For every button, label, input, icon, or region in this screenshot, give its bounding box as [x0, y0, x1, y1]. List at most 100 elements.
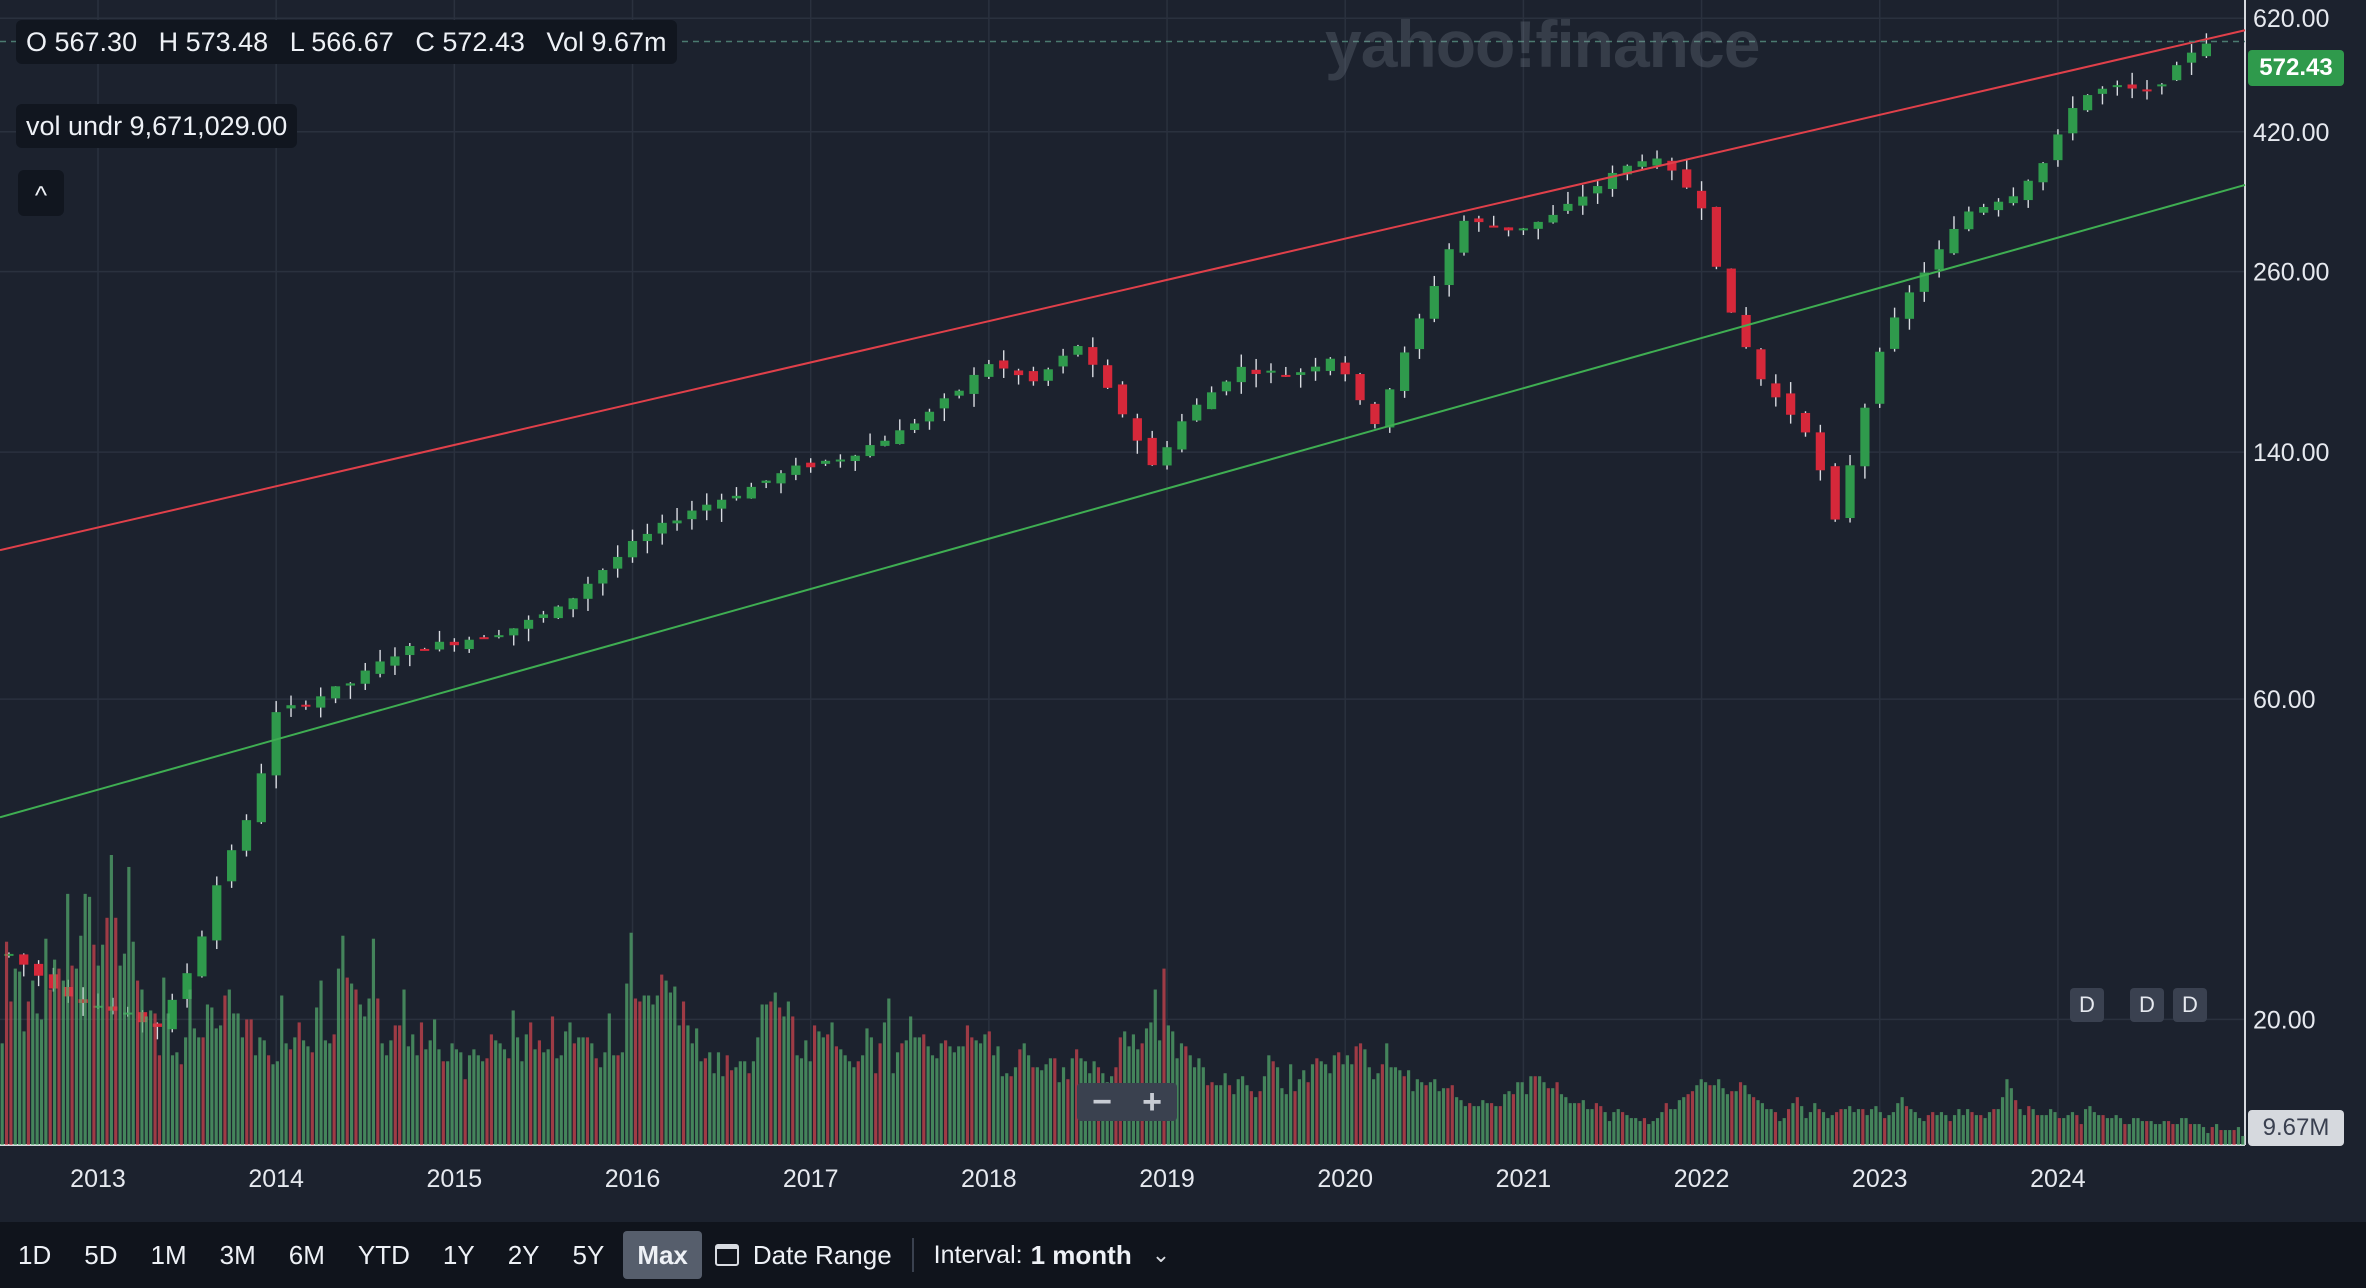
open-value: O 567.30 [26, 27, 138, 57]
volume-bar [345, 977, 349, 1145]
price-chart[interactable]: 620.00 420.00 260.00 140.00 60.00 20.00 2013 20… [0, 0, 2366, 1222]
date-range-button[interactable]: Date Range [714, 1240, 892, 1271]
range-button-3m[interactable]: 3M [219, 1240, 256, 1270]
candle-body [553, 606, 563, 619]
volume-bar [1813, 1103, 1817, 1145]
dividend-badge[interactable]: D [2070, 988, 2104, 1022]
volume-bar [799, 1058, 804, 1145]
candle-body [1622, 165, 1632, 175]
volume-bar [1428, 1082, 1433, 1145]
volume-bar [900, 1043, 904, 1145]
volume-bar [258, 1037, 262, 1145]
volume-bar [227, 989, 231, 1145]
volume-bar [1987, 1112, 1992, 1145]
volume-bar [376, 998, 380, 1145]
volume-bar [1192, 1067, 1197, 1145]
candle-body [1489, 225, 1499, 228]
volume-bar [2018, 1109, 2022, 1145]
low-value: L 566.67 [289, 27, 394, 57]
volume-bar [2049, 1109, 2053, 1145]
volume-bar [978, 1043, 983, 1145]
volume-bar [450, 1043, 454, 1145]
dividend-badge[interactable]: D [2173, 988, 2207, 1022]
candle-body [2127, 84, 2137, 89]
candle-body [1310, 366, 1321, 372]
volume-bar [738, 1061, 742, 1145]
range-button-1m[interactable]: 1M [150, 1240, 187, 1270]
candle-body [1132, 418, 1142, 441]
range-button-5d[interactable]: 5D [84, 1240, 118, 1270]
volume-bar [336, 968, 341, 1145]
volume-bar [135, 980, 140, 1145]
candle-body [1429, 286, 1439, 319]
zoom-in-button[interactable]: + [1142, 1083, 1162, 1121]
volume-bar [559, 1055, 563, 1145]
volume-bar [878, 1043, 882, 1145]
volume-bar [2236, 1127, 2241, 1145]
candle-body [330, 686, 341, 699]
volume-bar [350, 983, 354, 1145]
volume-bar [2219, 1130, 2223, 1145]
volume-bar [1018, 1049, 1022, 1145]
volume-bar [114, 917, 118, 1145]
volume-bar [2035, 1115, 2040, 1145]
volume-bar [734, 1067, 738, 1145]
volume-bar [612, 1055, 616, 1145]
volume-bar [1747, 1094, 1751, 1145]
volume-bar [157, 1055, 162, 1145]
volume-bar [1459, 1100, 1463, 1145]
volume-bar [1489, 1103, 1494, 1145]
volume-bar [306, 1046, 310, 1145]
volume-bar [1817, 1109, 1821, 1145]
volume-bar [1992, 1109, 1996, 1145]
candle-body [910, 423, 920, 430]
collapse-legend-button[interactable]: ^ [18, 170, 64, 216]
range-button-max[interactable]: Max [623, 1231, 702, 1279]
volume-bar [481, 1061, 485, 1145]
volume-bar [1005, 1073, 1009, 1145]
candle-body [717, 499, 727, 509]
volume-bar [1939, 1112, 1944, 1145]
volume-bar [2105, 1118, 2110, 1145]
volume-bar [122, 953, 127, 1145]
y-tick-label: 620.00 [2253, 5, 2329, 33]
volume-bar [1800, 1106, 1804, 1145]
x-tick-label: 2020 [1317, 1165, 1373, 1193]
candle-body [1028, 371, 1039, 382]
candle-body [227, 850, 237, 882]
volume-bar [13, 968, 17, 1145]
zoom-out-button[interactable]: − [1092, 1083, 1112, 1121]
volume-bar [31, 980, 35, 1145]
interval-select[interactable]: 1 month [1030, 1239, 1132, 1270]
volume-bar [760, 1004, 764, 1145]
range-button-5y[interactable]: 5Y [572, 1240, 605, 1270]
volume-bar [1577, 1103, 1581, 1145]
candle-body [1370, 403, 1380, 425]
range-button-2y[interactable]: 2Y [507, 1240, 540, 1270]
volume-bar [393, 1025, 397, 1145]
chevron-down-icon[interactable]: ⌄ [1151, 1242, 1171, 1267]
volume-bar [1227, 1085, 1232, 1145]
candle-body [434, 641, 445, 650]
volume-bar [647, 995, 651, 1145]
candle-body [583, 583, 593, 599]
range-button-1y[interactable]: 1Y [442, 1240, 475, 1270]
candle-body [1964, 211, 1974, 230]
volume-bar [406, 1046, 410, 1145]
range-button-ytd[interactable]: YTD [357, 1240, 410, 1270]
volume-bar [1957, 1109, 1961, 1145]
candle-body [1800, 412, 1811, 433]
volume-bar [1852, 1112, 1856, 1145]
dividend-badge[interactable]: D [2130, 988, 2164, 1022]
range-button-1d[interactable]: 1D [18, 1240, 52, 1270]
toolbar-divider [911, 1238, 914, 1272]
volume-bar [1581, 1100, 1585, 1145]
volume-bar [2127, 1124, 2131, 1145]
volume-bar [1289, 1064, 1293, 1145]
volume-bar [1835, 1112, 1839, 1145]
volume-bar [459, 1052, 463, 1145]
range-button-6m[interactable]: 6M [288, 1240, 325, 1270]
volume-bar [1223, 1073, 1227, 1145]
volume-bar [1267, 1055, 1271, 1145]
candle-body [390, 656, 400, 666]
